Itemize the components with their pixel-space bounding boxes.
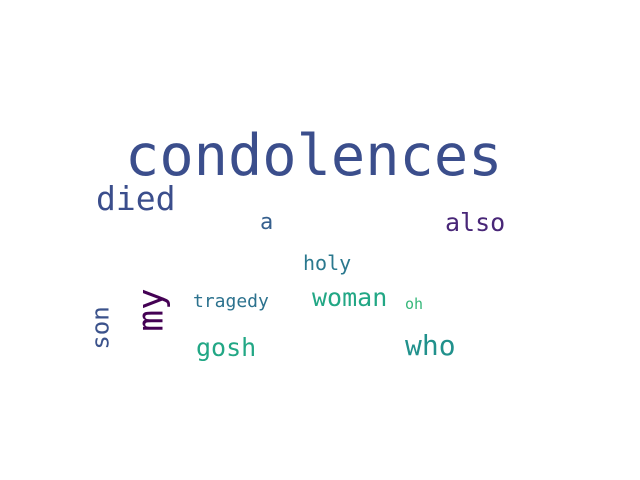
- word-oh: oh: [405, 295, 424, 313]
- word-condolences: condolences: [125, 123, 503, 189]
- word-who: who: [405, 329, 456, 362]
- word-tragedy: tragedy: [193, 291, 269, 312]
- word-a: a: [260, 210, 274, 235]
- word-gosh: gosh: [196, 333, 257, 362]
- word-son: son: [86, 306, 115, 350]
- word-my: my: [130, 288, 172, 332]
- word-also: also: [445, 208, 506, 237]
- word-woman: woman: [312, 283, 388, 312]
- word-holy: holy: [303, 251, 352, 275]
- word-died: died: [96, 179, 176, 218]
